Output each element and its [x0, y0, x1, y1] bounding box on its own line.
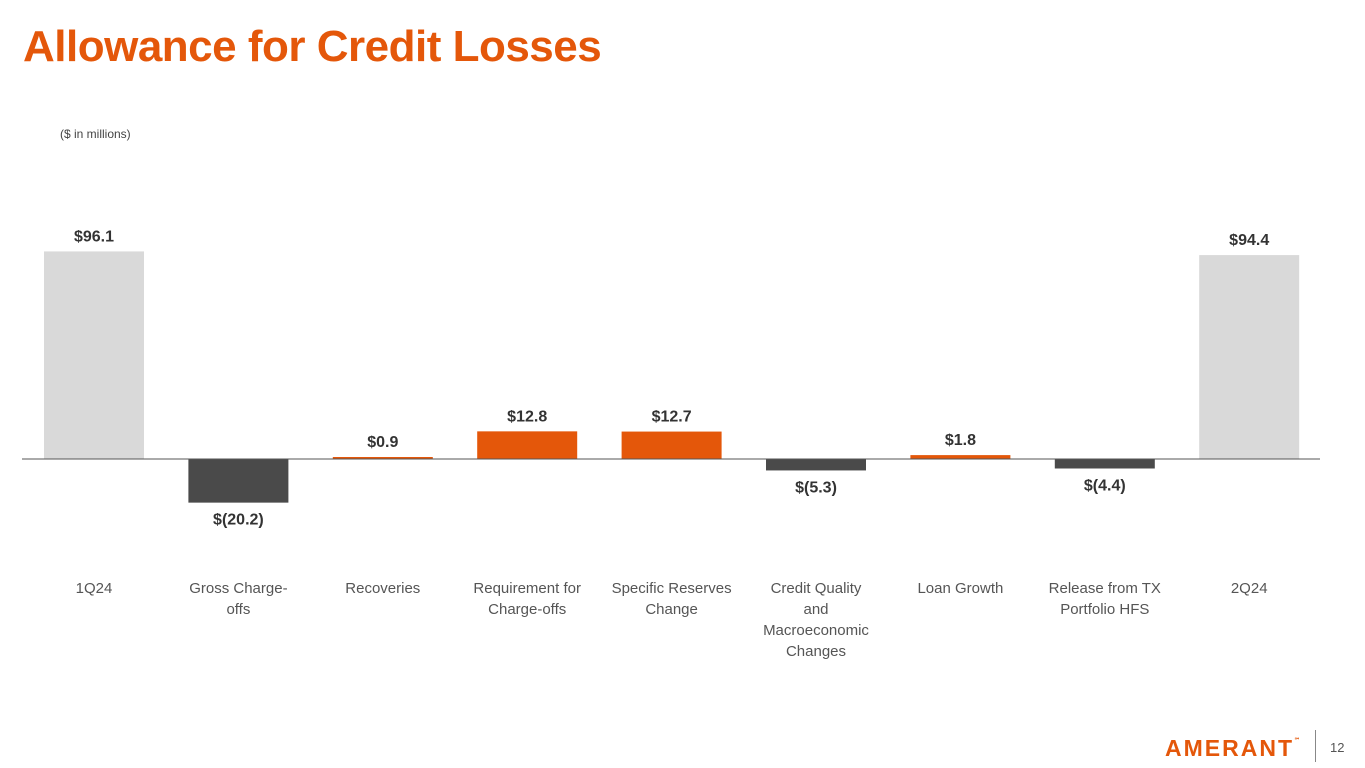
- value-label-1: $(20.2): [213, 512, 264, 529]
- page-number: 12: [1330, 740, 1345, 755]
- amerant-logo: AMERANT℠: [1165, 735, 1300, 762]
- logo-mark: ℠: [1294, 738, 1301, 744]
- bar-0: [44, 251, 144, 459]
- category-label-1-0: Gross Charge-: [189, 580, 287, 597]
- bar-8: [1199, 255, 1300, 459]
- value-label-4: $12.7: [652, 409, 692, 426]
- category-label-7-1: Portfolio HFS: [1060, 601, 1149, 618]
- units-note: ($ in millions): [60, 127, 131, 141]
- bars-layer: [44, 251, 1300, 503]
- category-label-3-1: Charge-offs: [488, 601, 566, 618]
- footer-divider: [1315, 730, 1316, 762]
- category-label-4-1: Change: [645, 601, 698, 618]
- bar-2: [332, 457, 433, 459]
- value-label-8: $94.4: [1229, 232, 1269, 249]
- bar-3: [477, 431, 578, 459]
- category-label-6-0: Loan Growth: [917, 580, 1003, 597]
- category-label-5-2: Macroeconomic: [763, 622, 869, 639]
- value-label-6: $1.8: [945, 432, 976, 449]
- bar-7: [1054, 459, 1155, 469]
- value-label-2: $0.9: [367, 434, 398, 451]
- category-label-2-0: Recoveries: [345, 580, 420, 597]
- page-title: Allowance for Credit Losses: [23, 22, 602, 71]
- bar-4: [621, 431, 722, 459]
- value-labels-layer: $96.1 $(20.2) $0.9 $12.8 $12.7 $(5.3) $1.8 $(4.…: [74, 228, 1269, 528]
- value-label-5: $(5.3): [795, 479, 837, 496]
- logo-text: AMERANT: [1165, 735, 1294, 761]
- category-label-7-0: Release from TX: [1049, 580, 1161, 597]
- category-label-1-1: offs: [226, 601, 250, 618]
- waterfall-chart: $96.1 $(20.2) $0.9 $12.8 $12.7 $(5.3) $1.8 $(4.…: [22, 228, 1320, 660]
- bar-6: [910, 455, 1011, 459]
- category-label-5-0: Credit Quality: [771, 580, 862, 597]
- category-labels-layer: 1Q24 Gross Charge-offs Recoveries Requireme…: [76, 580, 1268, 660]
- category-label-8-0: 2Q24: [1231, 580, 1268, 597]
- bar-5: [766, 459, 866, 471]
- category-label-5-3: Changes: [786, 643, 846, 660]
- value-label-7: $(4.4): [1084, 478, 1126, 495]
- category-label-5-1: and: [803, 601, 828, 618]
- value-label-0: $96.1: [74, 228, 114, 245]
- category-label-0-0: 1Q24: [76, 580, 113, 597]
- category-label-3-0: Requirement for: [473, 580, 581, 597]
- value-label-3: $12.8: [507, 408, 547, 425]
- category-label-4-0: Specific Reserves: [612, 580, 732, 597]
- bar-1: [188, 459, 289, 503]
